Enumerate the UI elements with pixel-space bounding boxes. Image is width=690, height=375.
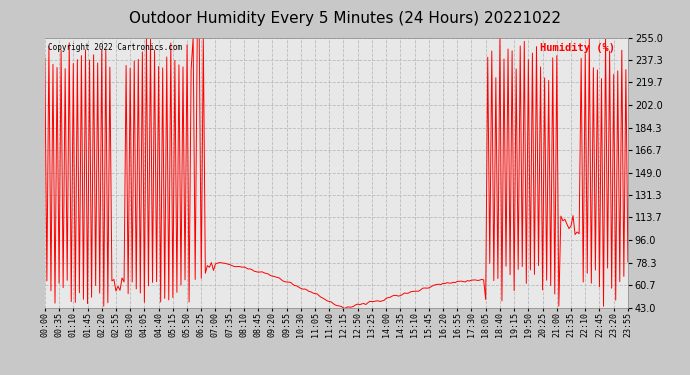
Text: Outdoor Humidity Every 5 Minutes (24 Hours) 20221022: Outdoor Humidity Every 5 Minutes (24 Hou… xyxy=(129,11,561,26)
Text: Copyright 2022 Cartronics.com: Copyright 2022 Cartronics.com xyxy=(48,43,182,52)
Text: Humidity (%): Humidity (%) xyxy=(540,43,615,53)
